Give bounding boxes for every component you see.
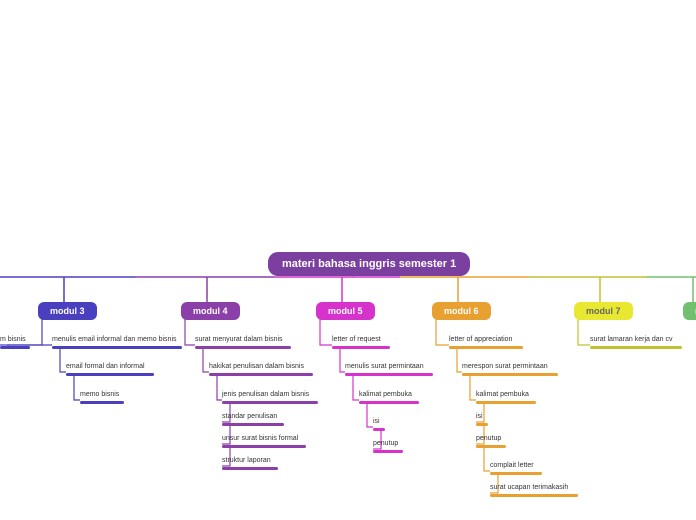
child-underline — [462, 373, 558, 376]
child-node: kalimat pembuka — [476, 391, 529, 400]
child-underline — [222, 445, 306, 448]
child-underline — [476, 401, 536, 404]
child-underline — [222, 401, 318, 404]
module-node: mo — [683, 302, 696, 320]
child-node: unsur surat bisnis formal — [222, 435, 298, 444]
child-underline — [590, 346, 682, 349]
child-underline — [0, 346, 30, 349]
child-node: menulis surat permintaan — [345, 363, 424, 372]
child-underline — [66, 373, 154, 376]
child-underline — [195, 346, 291, 349]
child-underline — [222, 423, 284, 426]
child-node: complait letter — [490, 462, 534, 471]
child-underline — [476, 423, 488, 426]
child-node: surat ucapan terimakasih — [490, 484, 568, 493]
child-node: surat lamaran kerja dan cv — [590, 336, 672, 345]
child-node: m bisnis — [0, 336, 26, 345]
module-node: modul 7 — [574, 302, 633, 320]
child-underline — [222, 467, 278, 470]
child-underline — [80, 401, 124, 404]
child-node: standar penulisan — [222, 413, 277, 422]
child-underline — [449, 346, 523, 349]
child-underline — [373, 450, 403, 453]
child-node: jenis penulisan dalam bisnis — [222, 391, 309, 400]
child-node: penutup — [373, 440, 398, 449]
module-node: modul 5 — [316, 302, 375, 320]
child-node: penutup — [476, 435, 501, 444]
child-node: menulis email informal dan memo bisnis — [52, 336, 177, 345]
child-node: isi — [476, 413, 483, 422]
child-node: letter of request — [332, 336, 381, 345]
child-underline — [209, 373, 313, 376]
child-node: kalimat pembuka — [359, 391, 412, 400]
child-underline — [345, 373, 433, 376]
child-node: email formal dan informal — [66, 363, 145, 372]
child-underline — [359, 401, 419, 404]
module-node: modul 6 — [432, 302, 491, 320]
module-node: modul 3 — [38, 302, 97, 320]
child-node: isi — [373, 418, 380, 427]
child-underline — [52, 346, 182, 349]
child-node: hakikat penulisan dalam bisnis — [209, 363, 304, 372]
module-node: modul 4 — [181, 302, 240, 320]
child-node: struktur laporan — [222, 457, 271, 466]
child-node: memo bisnis — [80, 391, 119, 400]
child-underline — [476, 445, 506, 448]
child-node: merespon surat permintaan — [462, 363, 548, 372]
child-underline — [373, 428, 385, 431]
child-underline — [332, 346, 390, 349]
root-node: materi bahasa inggris semester 1 — [268, 252, 470, 276]
child-node: surat menyurat dalam bisnis — [195, 336, 283, 345]
child-underline — [490, 472, 542, 475]
child-underline — [490, 494, 578, 497]
child-node: letter of appreciation — [449, 336, 512, 345]
